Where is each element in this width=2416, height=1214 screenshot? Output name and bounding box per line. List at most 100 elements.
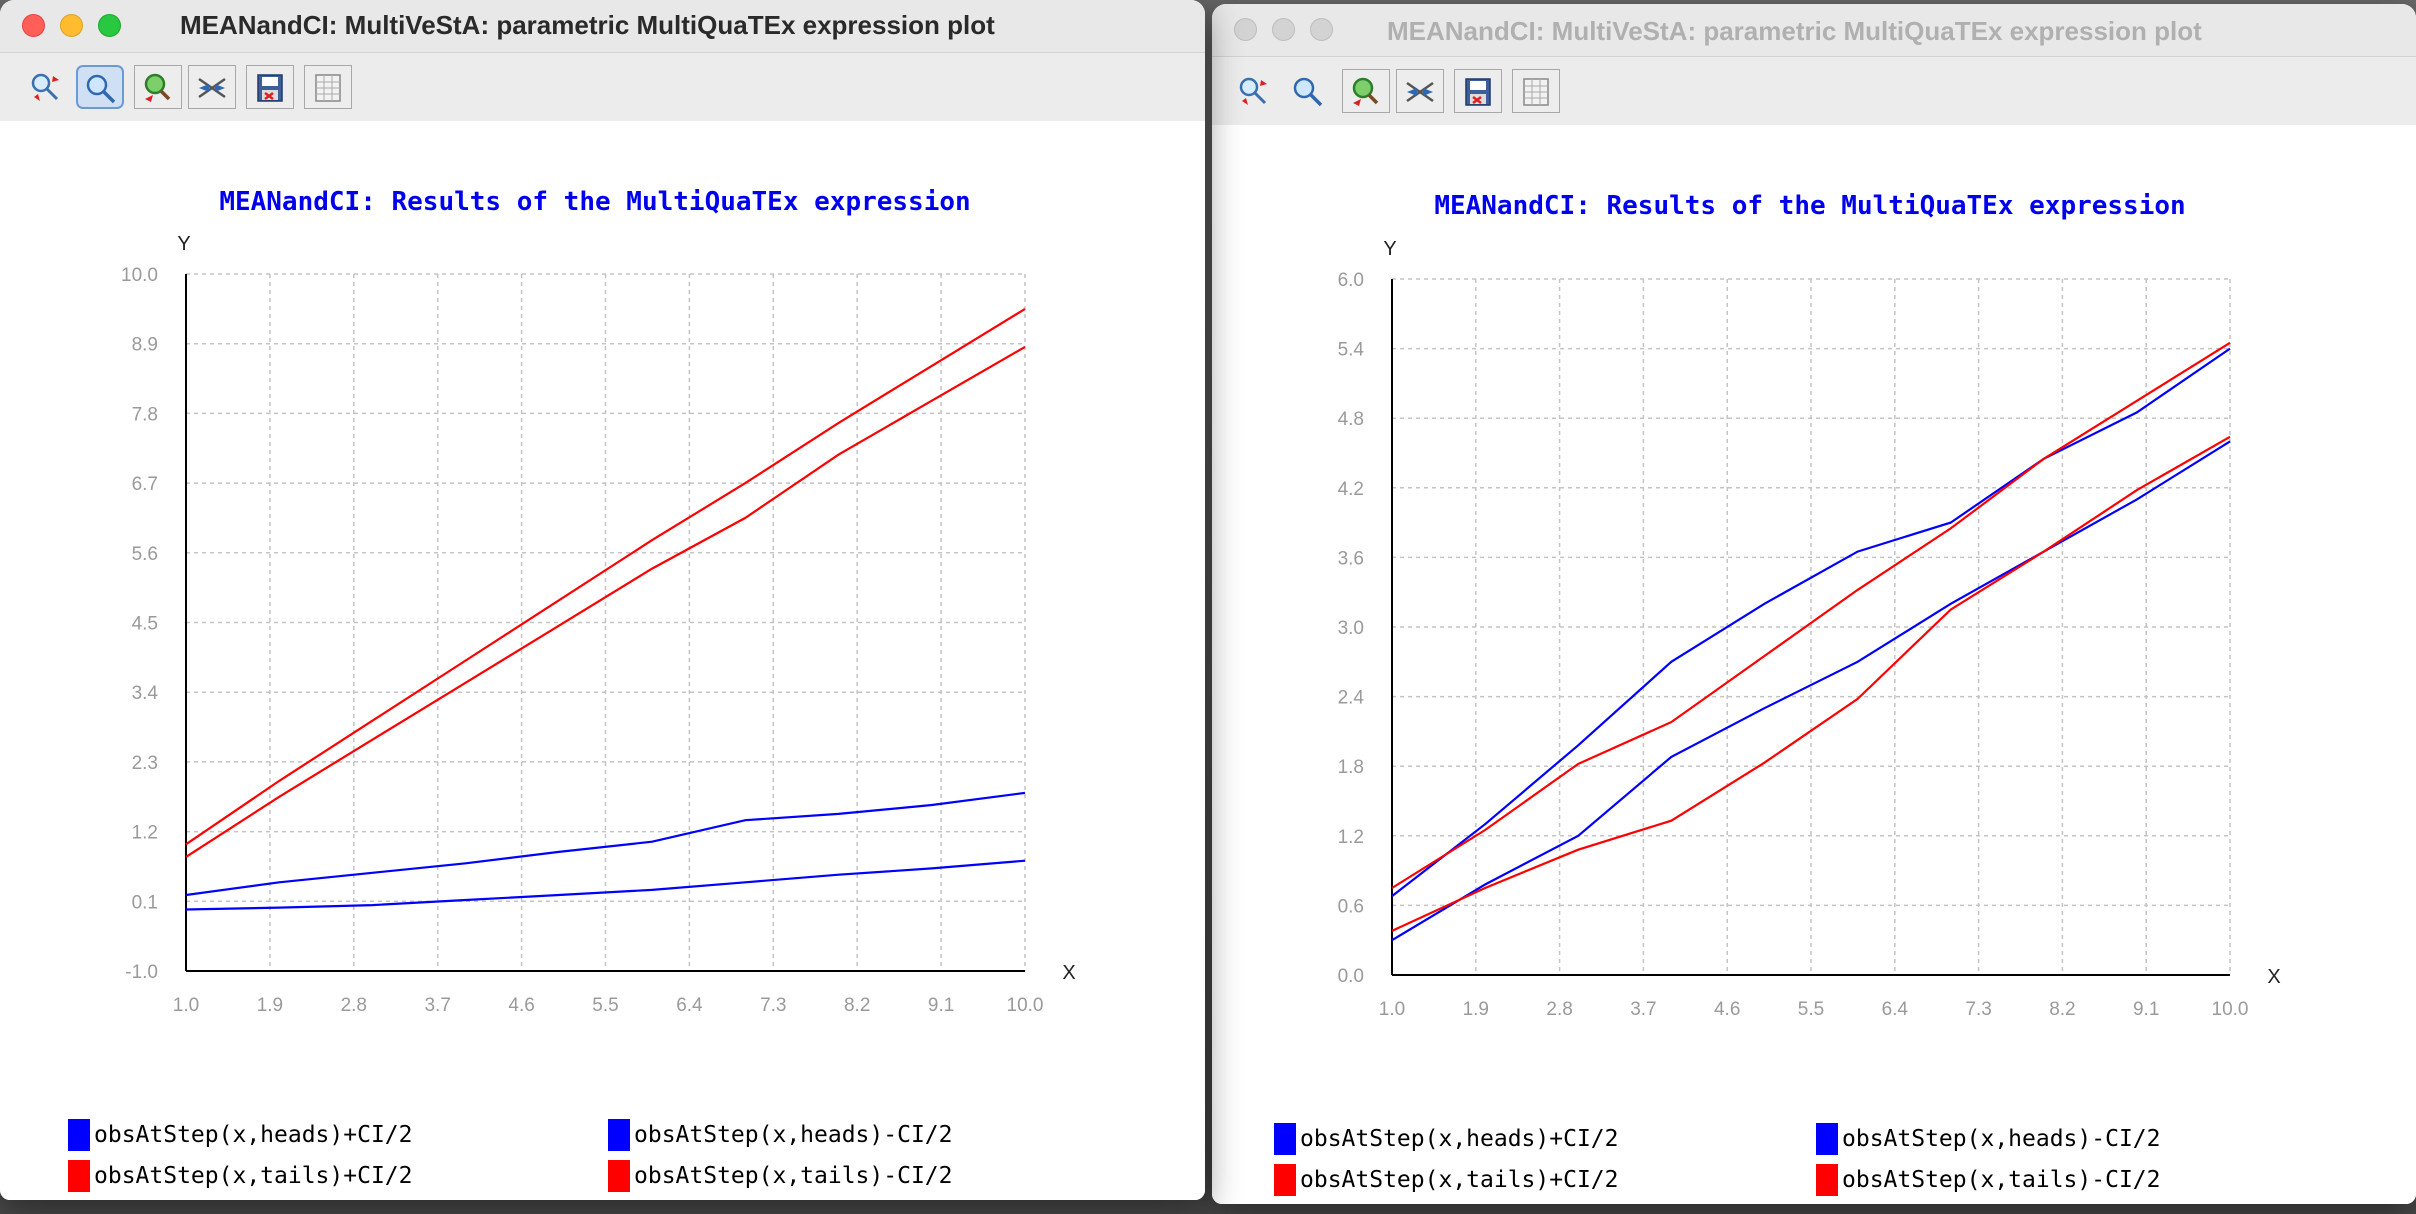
legend-label: obsAtStep(x,tails)-CI/2 <box>1842 1167 2161 1193</box>
x-tick-label: 9.1 <box>2133 999 2159 1020</box>
save-export-icon <box>1465 78 1491 106</box>
legend-item-heads-plus: obsAtStep(x,heads)+CI/2 <box>68 1119 413 1151</box>
legend-item-tails-minus: obsAtStep(x,tails)-CI/2 <box>1816 1164 2161 1196</box>
y-tick-label: 7.8 <box>132 404 158 425</box>
config-tools-icon <box>1406 81 1434 103</box>
table-view-button[interactable] <box>304 65 352 109</box>
line-chart: MEANandCI: Results of the MultiQuaTEx ex… <box>1338 191 2281 1020</box>
legend-label: obsAtStep(x,tails)-CI/2 <box>634 1163 953 1189</box>
plot-area[interactable]: MEANandCI: Results of the MultiQuaTEx ex… <box>1212 125 2416 1204</box>
legend-label: obsAtStep(x,heads)+CI/2 <box>94 1122 413 1148</box>
plot-window-left: MEANandCI: MultiVeStA: parametric MultiQ… <box>0 0 1205 1200</box>
zoom-reset-button[interactable] <box>134 65 182 109</box>
maximize-window-button[interactable] <box>98 14 121 37</box>
config-tools-button[interactable] <box>188 65 236 109</box>
chart-title: MEANandCI: Results of the MultiQuaTEx ex… <box>219 187 970 217</box>
window-controls <box>22 14 121 37</box>
y-tick-label: -1.0 <box>125 962 158 983</box>
x-tick-label: 7.3 <box>760 995 786 1016</box>
legend-swatch <box>608 1160 630 1192</box>
config-tools-button[interactable] <box>1396 69 1444 113</box>
x-tick-label: 2.8 <box>341 995 367 1016</box>
series-line-3 <box>1391 435 2231 932</box>
zoom-in-out-icon <box>1239 77 1267 105</box>
plot-window-right: MEANandCI: MultiVeStA: parametric MultiQ… <box>1212 4 2416 1204</box>
x-tick-label: 9.1 <box>928 995 954 1016</box>
y-tick-label: 0.0 <box>1338 966 1364 987</box>
window-title: MEANandCI: MultiVeStA: parametric MultiQ… <box>180 10 995 40</box>
y-tick-label: 2.4 <box>1338 688 1365 709</box>
save-export-icon <box>257 74 283 102</box>
magnifier-button[interactable] <box>1284 69 1332 113</box>
zoom-in-out-icon <box>31 73 59 101</box>
y-tick-label: 0.1 <box>132 892 158 913</box>
series-line-1 <box>185 859 1026 911</box>
save-export-button[interactable] <box>246 65 294 109</box>
minimize-window-button[interactable] <box>1272 18 1295 41</box>
y-tick-label: 4.8 <box>1338 409 1364 430</box>
y-tick-label: 0.6 <box>1338 896 1364 917</box>
legend-item-tails-minus: obsAtStep(x,tails)-CI/2 <box>608 1160 953 1192</box>
y-tick-label: 6.7 <box>132 474 158 495</box>
legend-label: obsAtStep(x,heads)-CI/2 <box>634 1122 953 1148</box>
minimize-window-button[interactable] <box>60 14 83 37</box>
x-tick-label: 1.9 <box>257 995 283 1016</box>
legend-swatch <box>1274 1164 1296 1196</box>
y-axis-label: Y <box>1383 238 1396 260</box>
save-export-button[interactable] <box>1454 69 1502 113</box>
plot-toolbar <box>1212 57 2416 125</box>
x-tick-label: 8.2 <box>2049 999 2075 1020</box>
legend-item-heads-minus: obsAtStep(x,heads)-CI/2 <box>1816 1123 2161 1155</box>
table-view-button[interactable] <box>1512 69 1560 113</box>
zoom-in-out-button[interactable] <box>22 65 70 109</box>
close-window-button[interactable] <box>1234 18 1257 41</box>
magnifier-icon <box>86 74 116 104</box>
x-tick-label: 6.4 <box>1882 999 1909 1020</box>
x-tick-label: 10.0 <box>2212 999 2249 1020</box>
legend-swatch <box>608 1119 630 1151</box>
x-tick-label: 3.7 <box>424 995 450 1016</box>
magnifier-button[interactable] <box>76 65 124 109</box>
x-tick-label: 3.7 <box>1630 999 1656 1020</box>
x-tick-label: 4.6 <box>508 995 534 1016</box>
zoom-in-out-button[interactable] <box>1230 69 1278 113</box>
plot-area[interactable]: MEANandCI: Results of the MultiQuaTEx ex… <box>0 121 1205 1200</box>
table-view-icon <box>1523 78 1549 106</box>
x-tick-label: 1.9 <box>1463 999 1489 1020</box>
series-line-0 <box>1391 347 2231 897</box>
series-line-2 <box>1391 341 2231 889</box>
x-tick-label: 1.0 <box>1379 999 1405 1020</box>
series-line-1 <box>1391 440 2231 942</box>
legend-item-tails-plus: obsAtStep(x,tails)+CI/2 <box>1274 1164 1619 1196</box>
maximize-window-button[interactable] <box>1310 18 1333 41</box>
y-tick-label: 3.6 <box>1338 548 1364 569</box>
series-line-2 <box>185 307 1026 846</box>
y-tick-label: 1.2 <box>132 823 158 844</box>
y-tick-label: 10.0 <box>121 265 158 286</box>
y-tick-label: 2.3 <box>132 753 158 774</box>
x-tick-label: 4.6 <box>1714 999 1740 1020</box>
window-controls <box>1234 18 1333 41</box>
legend-swatch <box>1274 1123 1296 1155</box>
y-tick-label: 4.2 <box>1338 479 1364 500</box>
x-tick-label: 5.5 <box>592 995 618 1016</box>
close-window-button[interactable] <box>22 14 45 37</box>
x-tick-label: 8.2 <box>844 995 870 1016</box>
legend-label: obsAtStep(x,tails)+CI/2 <box>1300 1167 1619 1193</box>
series-line-3 <box>185 345 1026 858</box>
x-tick-label: 1.0 <box>173 995 199 1016</box>
y-tick-label: 1.8 <box>1338 757 1364 778</box>
legend-label: obsAtStep(x,tails)+CI/2 <box>94 1163 413 1189</box>
legend-swatch <box>1816 1164 1838 1196</box>
y-tick-label: 3.4 <box>132 683 159 704</box>
title-bar[interactable]: MEANandCI: MultiVeStA: parametric MultiQ… <box>1212 4 2416 57</box>
zoom-reset-icon <box>1352 77 1379 106</box>
title-bar[interactable]: MEANandCI: MultiVeStA: parametric MultiQ… <box>0 0 1205 53</box>
magnifier-icon <box>1293 77 1323 107</box>
legend-item-tails-plus: obsAtStep(x,tails)+CI/2 <box>68 1160 413 1192</box>
y-tick-label: 5.6 <box>132 544 158 565</box>
x-axis-label: X <box>1062 962 1075 984</box>
x-axis-label: X <box>2267 966 2280 988</box>
zoom-reset-button[interactable] <box>1342 69 1390 113</box>
y-tick-label: 8.9 <box>132 335 158 356</box>
